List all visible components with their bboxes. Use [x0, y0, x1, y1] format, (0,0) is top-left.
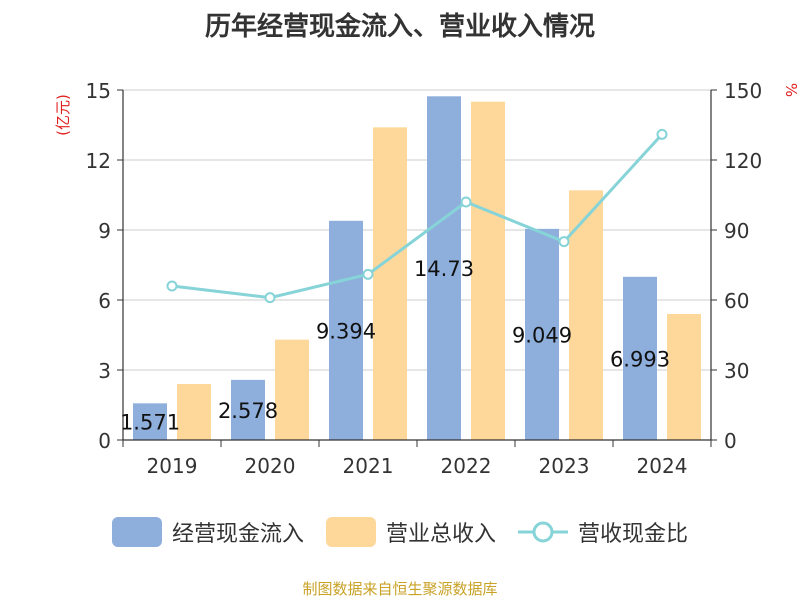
bar-cash-inflow[interactable]	[525, 228, 559, 440]
right-tick-label: 150	[724, 79, 762, 103]
ratio-series-line	[171, 133, 664, 300]
data-label-cash-inflow: 9.049	[512, 323, 572, 347]
right-tick-label: 120	[724, 149, 762, 173]
x-tick-label: 2020	[245, 454, 296, 478]
bar-revenue[interactable]	[667, 314, 701, 440]
right-tick-label: 90	[724, 219, 749, 243]
legend-label-cash-inflow: 经营现金流入	[171, 522, 304, 547]
x-tick-label: 2024	[637, 454, 688, 478]
left-axis-label: (亿元)	[54, 94, 72, 136]
bar-revenue[interactable]	[275, 339, 309, 440]
legend-item-ratio[interactable]: 营收现金比	[518, 516, 688, 548]
left-tick-label: 0	[98, 429, 111, 453]
data-label-cash-inflow: 1.571	[120, 411, 180, 435]
data-label-cash-inflow: 9.394	[316, 319, 376, 343]
left-tick-label: 12	[86, 149, 111, 173]
x-tick-label: 2021	[343, 454, 394, 478]
x-tick-label: 2023	[539, 454, 590, 478]
source-note: 制图数据来自恒生聚源数据库	[302, 580, 498, 598]
data-label-cash-inflow: 14.73	[414, 257, 474, 281]
ratio-point[interactable]	[362, 268, 374, 280]
ratio-line	[166, 128, 668, 304]
bar-revenue[interactable]	[177, 384, 211, 440]
right-tick-label: 60	[724, 289, 749, 313]
bar-revenue[interactable]	[373, 127, 407, 440]
chart-title: 历年经营现金流入、营业收入情况	[204, 12, 595, 42]
bar-revenue[interactable]	[569, 190, 603, 440]
data-label-cash-inflow: 2.578	[218, 399, 278, 423]
left-tick-label: 6	[98, 289, 111, 313]
ratio-point[interactable]	[558, 236, 570, 248]
legend-label-ratio: 营收现金比	[578, 522, 689, 547]
data-labels: 1.571 2.578 9.394 14.73 9.049 6.993	[120, 257, 670, 435]
legend-line-marker-icon	[518, 521, 568, 543]
legend-swatch-cash-inflow	[111, 517, 162, 547]
grid-lines	[123, 89, 711, 371]
right-tick-label: 30	[724, 359, 749, 383]
legend-item-revenue[interactable]: 营业总收入	[325, 516, 496, 548]
x-tick-label: 2019	[147, 454, 198, 478]
bar-cash-inflow[interactable]	[329, 220, 363, 440]
left-tick-label: 3	[98, 359, 111, 383]
ratio-point[interactable]	[264, 292, 276, 304]
legend: 经营现金流入 营业总收入 营收现金比	[0, 516, 800, 548]
left-tick-label: 9	[98, 219, 111, 243]
legend-label-revenue: 营业总收入	[385, 522, 496, 547]
ratio-point[interactable]	[460, 196, 472, 208]
bars	[133, 96, 701, 441]
right-axis-label: %	[782, 83, 800, 97]
x-tick-label: 2022	[441, 454, 492, 478]
bar-revenue[interactable]	[471, 101, 505, 441]
right-tick-label: 0	[724, 429, 737, 453]
legend-item-cash-inflow[interactable]: 经营现金流入	[111, 516, 304, 548]
bar-cash-inflow[interactable]	[231, 379, 265, 440]
bar-cash-inflow[interactable]	[623, 276, 657, 440]
legend-swatch-revenue	[325, 517, 376, 547]
left-tick-label: 15	[86, 79, 111, 103]
data-label-cash-inflow: 6.993	[610, 347, 670, 371]
ratio-point[interactable]	[656, 128, 668, 140]
ratio-point[interactable]	[166, 280, 178, 292]
bar-cash-inflow[interactable]	[133, 403, 167, 440]
bar-cash-inflow[interactable]	[427, 96, 461, 441]
